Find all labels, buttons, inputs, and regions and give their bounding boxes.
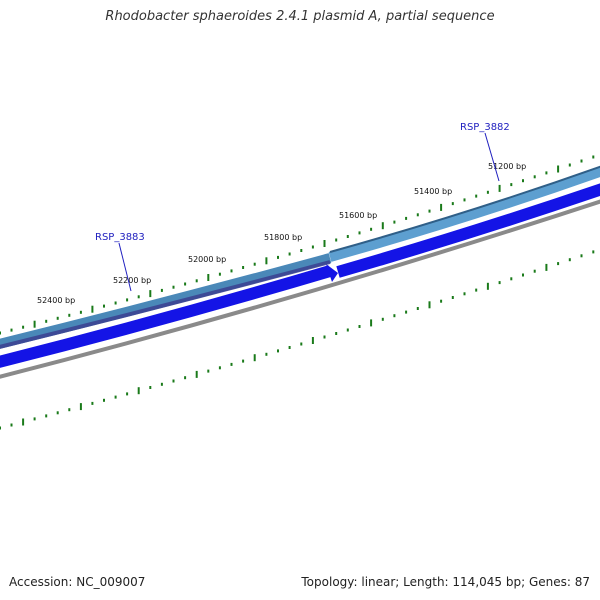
gene-upper-left-shade bbox=[0, 260, 331, 349]
bp-label-52200: 52200 bp bbox=[113, 276, 151, 285]
bp-label-51600: 51600 bp bbox=[339, 211, 377, 220]
backbone-line bbox=[0, 199, 600, 379]
gene-label-rsp-3882[interactable]: RSP_3882 bbox=[460, 122, 510, 133]
bp-label-51800: 51800 bp bbox=[264, 233, 302, 242]
gene-upper-left[interactable] bbox=[0, 253, 332, 349]
map-title: Rhodobacter sphaeroides 2.4.1 plasmid A,… bbox=[105, 9, 495, 24]
tick-marks bbox=[0, 155, 595, 430]
gene-upper-right[interactable] bbox=[328, 166, 600, 262]
bp-label-52400: 52400 bp bbox=[37, 296, 75, 305]
bp-label-52000: 52000 bp bbox=[188, 255, 226, 264]
gene-leader-rsp-3882 bbox=[484, 132, 500, 182]
gene-label-rsp-3883[interactable]: RSP_3883 bbox=[95, 232, 145, 243]
gene-upper-right-edge bbox=[329, 165, 600, 253]
summary-text: Topology: linear; Length: 114,045 bp; Ge… bbox=[301, 575, 590, 589]
bp-label-51200: 51200 bp bbox=[488, 162, 526, 171]
gene-lower-arrow bbox=[326, 264, 338, 282]
gene-lower-right[interactable] bbox=[336, 183, 600, 278]
accession-text: Accession: NC_009007 bbox=[9, 575, 146, 589]
bp-label-51400: 51400 bp bbox=[414, 187, 452, 196]
gene-leader-rsp-3883 bbox=[118, 242, 132, 292]
gene-lower-left[interactable] bbox=[0, 265, 332, 368]
